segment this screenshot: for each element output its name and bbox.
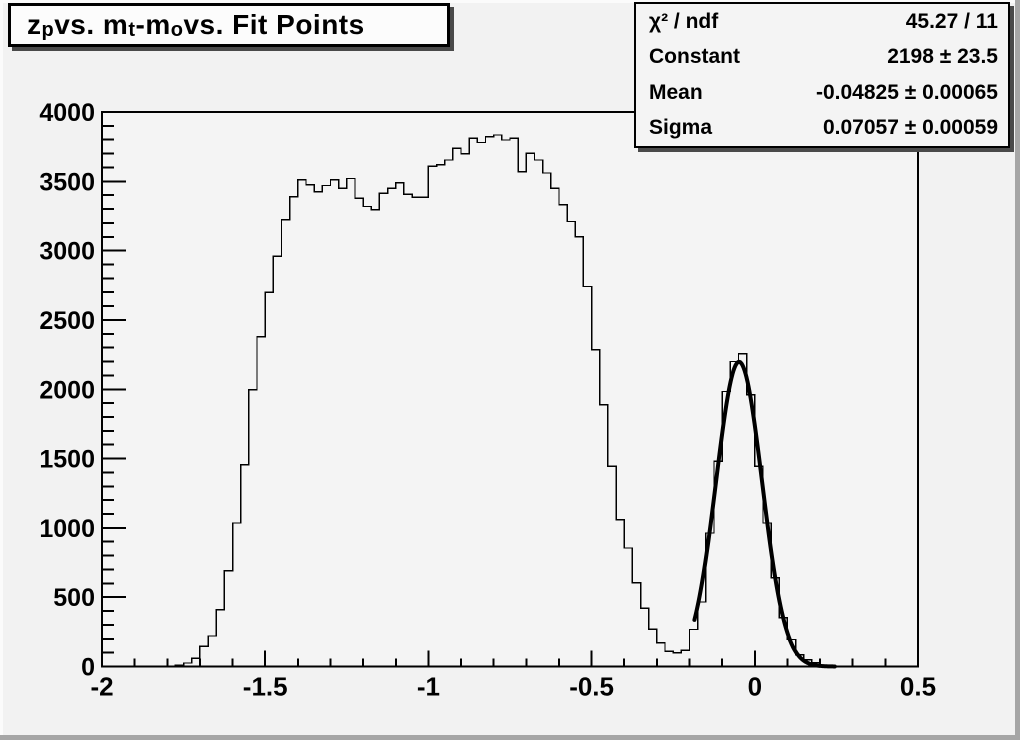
canvas-bevel-bottom <box>0 735 1020 740</box>
stats-label-mean: Mean <box>649 80 703 104</box>
y-axis-tick-label: 2500 <box>39 307 95 335</box>
x-axis-tick-label: 0.5 <box>900 672 936 702</box>
title-sub-o: o <box>170 19 184 41</box>
stats-value-chi2: 45.27 / 11 <box>905 9 998 33</box>
stats-value-constant: 2198 ± 23.5 <box>887 45 998 69</box>
histogram-line <box>102 134 918 668</box>
title-text-vs-m: vs. m <box>54 9 129 40</box>
stats-label-chi2: χ² / ndf <box>649 9 719 33</box>
y-axis-tick-label: 1500 <box>39 446 95 474</box>
title-sub-t: t <box>128 19 136 41</box>
y-axis-tick-label: 3000 <box>39 238 95 266</box>
y-axis-tick-label: 3500 <box>39 168 95 196</box>
canvas-bevel-right <box>1015 0 1020 740</box>
y-axis-tick-label: 4000 <box>39 99 95 127</box>
stats-row-constant: Constant 2198 ± 23.5 <box>636 40 1008 76</box>
canvas-bevel-top <box>0 0 1020 3</box>
x-axis-tick-label: -0.5 <box>569 672 614 702</box>
x-axis-tick-label: -1 <box>417 672 440 702</box>
plot-frame <box>101 111 919 668</box>
y-axis-tick-label: 500 <box>53 584 95 612</box>
stats-row-chi2: χ² / ndf 45.27 / 11 <box>636 4 1008 40</box>
stats-label-constant: Constant <box>649 45 740 69</box>
y-axis-tick-label: 1000 <box>39 515 95 543</box>
stats-row-mean: Mean -0.04825 ± 0.00065 <box>636 75 1008 111</box>
title-text-minus-m: -m <box>135 9 171 40</box>
stats-label-sigma: Sigma <box>649 116 713 140</box>
y-axis-tick-label: 2000 <box>39 376 95 404</box>
stats-value-sigma: 0.07057 ± 0.00059 <box>822 116 998 140</box>
title-sub-p: p <box>41 19 55 41</box>
fit-stats-box: χ² / ndf 45.27 / 11 Constant 2198 ± 23.5… <box>634 2 1010 148</box>
title-text-z: z <box>27 9 42 40</box>
title-text-fit-points: vs. Fit Points <box>183 9 365 40</box>
x-axis-tick-label: 0 <box>748 672 762 702</box>
x-axis-tick-label: -1.5 <box>243 672 288 702</box>
canvas-bevel-left <box>0 0 3 740</box>
x-axis-tick-label: -2 <box>90 672 113 702</box>
stats-row-sigma: Sigma 0.07057 ± 0.00059 <box>636 111 1008 147</box>
stats-value-mean: -0.04825 ± 0.00065 <box>815 80 998 104</box>
y-axis-tick-label: 0 <box>81 654 95 682</box>
fit-curve <box>692 359 837 669</box>
